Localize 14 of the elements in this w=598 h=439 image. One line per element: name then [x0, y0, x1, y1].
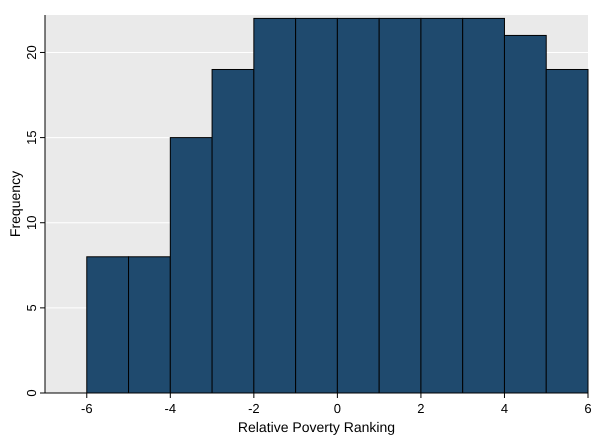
x-tick-label: 6 — [584, 401, 592, 416]
x-axis-title: Relative Poverty Ranking — [238, 419, 396, 435]
x-tick-label: 4 — [500, 401, 508, 416]
y-tick-label: 20 — [24, 45, 39, 60]
x-tick-label: 2 — [417, 401, 425, 416]
x-tick-label: -4 — [164, 401, 176, 416]
y-tick-label: 15 — [24, 130, 39, 145]
x-tick-label: 0 — [334, 401, 341, 416]
y-tick-label: 0 — [24, 389, 39, 397]
y-tick-label: 5 — [24, 304, 39, 312]
y-axis-title: Frequency — [7, 170, 23, 238]
x-tick-label: -6 — [80, 401, 93, 416]
x-tick-label: -2 — [248, 401, 260, 416]
y-tick-label: 10 — [24, 215, 39, 230]
